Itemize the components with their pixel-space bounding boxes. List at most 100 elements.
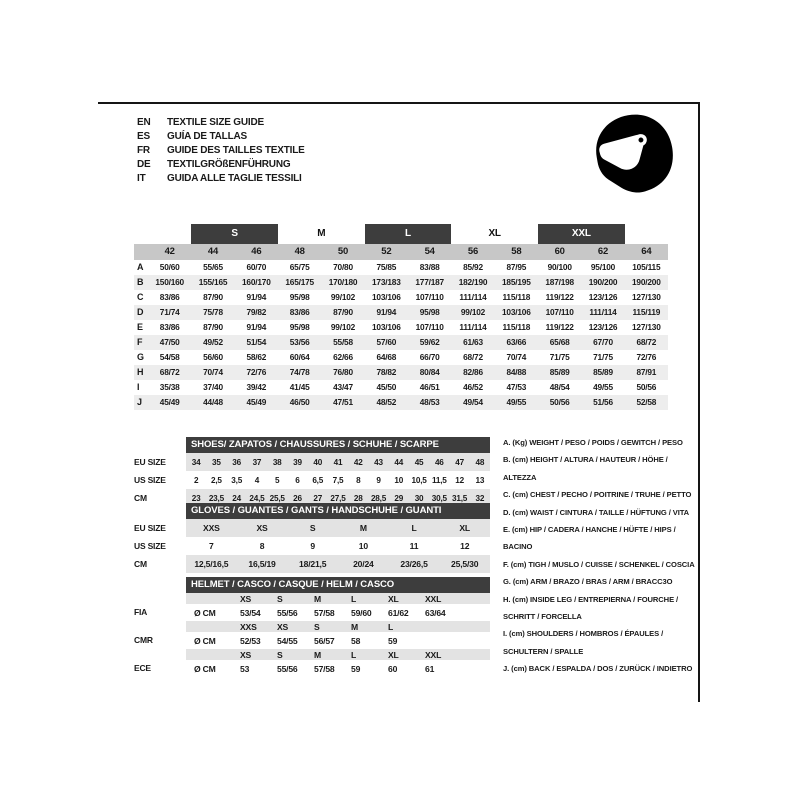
size-cell: 13 <box>475 475 485 485</box>
size-cell: 37 <box>252 457 262 467</box>
size-group-spacer <box>625 224 668 244</box>
helmet-size-label: XXS <box>240 621 257 632</box>
measurement-row-g: G 54/58 56/60 58/62 60/64 62/66 64/68 66/70 68/7… <box>134 350 668 365</box>
size-value: 83/86 <box>159 292 180 302</box>
legend-item: J. (cm) BACK / ESPALDA / DOS / ZURÜCK / … <box>503 664 693 674</box>
size-value: 185/195 <box>502 277 531 287</box>
helmet-size-label: XS <box>240 593 252 604</box>
size-value: 123/126 <box>588 322 618 332</box>
size-row: XXS XS S M L XL <box>186 519 490 537</box>
size-value: 49/54 <box>463 397 483 407</box>
textile-size-table: S M L XL XXL 42 44 46 48 50 52 54 56 58 60 62 64 A 50/60 55… <box>134 224 668 410</box>
size-value: 60/70 <box>246 262 267 272</box>
size-value: 54/58 <box>159 352 180 362</box>
size-value: 50/56 <box>549 397 570 407</box>
numeric-size: 58 <box>511 246 522 257</box>
helmet-size-value: 56/57 <box>314 635 335 646</box>
size-value: 127/130 <box>632 322 661 332</box>
size-value: 66/70 <box>419 352 440 362</box>
size-cell: 12 <box>455 475 464 485</box>
size-cell: 42 <box>353 457 363 467</box>
size-value: 72/76 <box>246 367 267 377</box>
shoes-size-table: EU SIZE US SIZE CM SHOES/ ZAPATOS / CHAUSS… <box>134 437 490 507</box>
size-value: 57/60 <box>376 337 397 347</box>
measurement-row-i: I 35/38 37/40 39/42 41/45 43/47 45/50 46/51 46/5… <box>134 380 668 395</box>
size-value: 72/76 <box>636 352 657 362</box>
size-cell: 2 <box>193 475 199 485</box>
size-value: 71/75 <box>593 352 613 362</box>
numeric-size: 52 <box>381 246 392 257</box>
numeric-size: 56 <box>467 246 479 257</box>
numeric-size: 64 <box>641 246 652 257</box>
size-cell: 5 <box>275 475 280 485</box>
size-value: 123/126 <box>588 292 618 302</box>
row-letter: A <box>137 262 144 272</box>
size-value: 51/56 <box>593 397 613 407</box>
size-value: 127/130 <box>632 292 661 302</box>
size-cell: 7 <box>209 541 214 551</box>
size-value: 95/98 <box>289 292 310 302</box>
size-value: 68/72 <box>159 367 180 377</box>
helmet-size-table: FIA CMR ECE HELMET / CASCO / CASQUE / HELM… <box>134 577 490 677</box>
helmet-size-label: XL <box>388 593 399 604</box>
size-value: 59/62 <box>419 337 440 347</box>
helmet-size-label: XS <box>277 621 289 632</box>
size-cell: 34 <box>191 457 201 467</box>
helmet-size-label: L <box>388 621 394 632</box>
size-row: 7 8 9 10 11 12 <box>186 537 490 555</box>
size-cell: 29 <box>394 493 404 503</box>
size-value: 190/200 <box>588 277 618 287</box>
size-cell: 12,5/16,5 <box>194 559 229 569</box>
gloves-table-header: GLOVES / GUANTES / GANTS / HANDSCHUHE / … <box>186 503 490 519</box>
size-cell: XXS <box>203 523 220 533</box>
size-value: 67/70 <box>593 337 613 347</box>
helmet-size-value: 59 <box>388 635 398 646</box>
language-row: ES GUÍA DE TALLAS <box>137 130 305 144</box>
language-code: DE <box>137 159 151 170</box>
size-value: 71/75 <box>549 352 570 362</box>
gloves-size-table: EU SIZE US SIZE CM GLOVES / GUANTES / GANT… <box>134 503 490 573</box>
size-value: 82/86 <box>463 367 483 377</box>
row-label: US SIZE <box>134 475 166 485</box>
size-value: 50/56 <box>636 382 657 392</box>
size-value: 49/55 <box>593 382 613 392</box>
guide-title: GUIDA ALLE TAGLIE TESSILI <box>167 173 302 184</box>
size-value: 190/200 <box>632 277 661 287</box>
size-value: 63/66 <box>506 337 527 347</box>
helmet-size-label: S <box>277 593 283 604</box>
size-value: 95/98 <box>419 307 440 317</box>
size-value: 74/78 <box>289 367 310 377</box>
size-cell: 7,5 <box>332 475 344 485</box>
measurement-row-e: E 83/86 87/90 91/94 95/98 99/102 103/106 107/11… <box>134 320 668 335</box>
helmet-value-row-fia: Ø CM 53/54 55/56 57/58 59/60 61/62 63/64 <box>186 604 490 621</box>
legend-item: E. (cm) HIP / CADERA / HANCHE / HÜFTE / … <box>503 525 676 552</box>
size-cell: 32 <box>475 493 485 503</box>
shoes-table-header: SHOES/ ZAPATOS / CHAUSSURES / SCHUHE / S… <box>186 437 490 453</box>
size-value: 47/53 <box>506 382 527 392</box>
size-value: 50/60 <box>159 262 180 272</box>
size-value: 91/94 <box>376 307 397 317</box>
row-label: CM <box>134 493 147 503</box>
size-group-header-row: S M L XL XXL <box>134 224 668 244</box>
size-value: 155/165 <box>198 277 228 287</box>
size-value: 91/94 <box>246 292 267 302</box>
size-value: 85/89 <box>593 367 613 377</box>
size-row: 12,5/16,5 16,5/19 18/21,5 20/24 23/26,5 25,5/… <box>186 555 490 573</box>
helmet-size-value: 53 <box>240 663 250 674</box>
size-value: 60/64 <box>289 352 310 362</box>
size-cell: 25,5/30 <box>451 559 479 569</box>
helmet-size-value: 63/64 <box>425 607 446 618</box>
row-label: US SIZE <box>134 541 166 551</box>
size-value: 87/90 <box>333 307 353 317</box>
guide-title: GUÍA DE TALLAS <box>167 131 247 142</box>
helmet-size-row-fia: XS S M L XL XXL <box>186 593 490 604</box>
row-letter: H <box>137 367 144 377</box>
size-cell: 10,5 <box>411 475 427 485</box>
size-cell: 2,5 <box>211 475 222 485</box>
size-value: 64/68 <box>376 352 397 362</box>
size-cell: 30 <box>414 493 424 503</box>
size-value: 70/74 <box>203 367 223 377</box>
size-cell: 38 <box>272 457 282 467</box>
size-cell: 12 <box>460 541 470 551</box>
helmet-size-value: 60 <box>388 663 398 674</box>
